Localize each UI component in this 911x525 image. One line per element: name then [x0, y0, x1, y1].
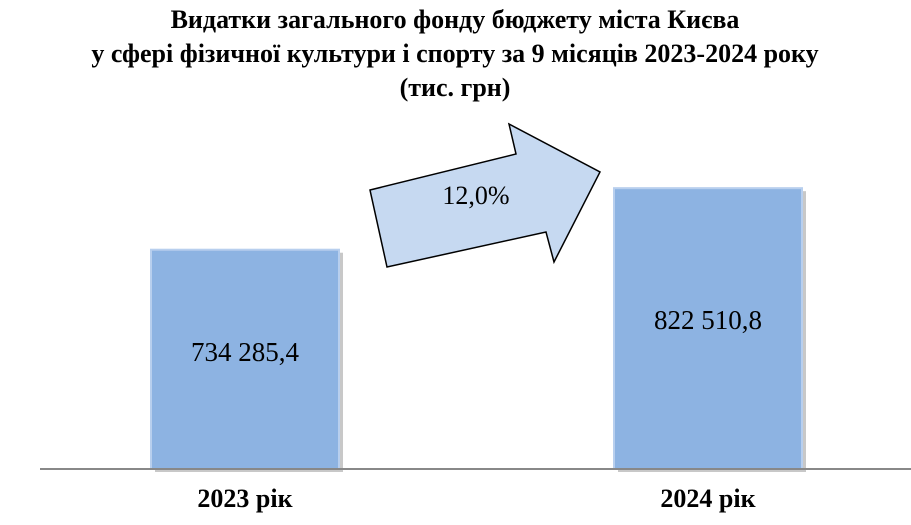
chart-title: у сфері фізичної культури і спорту за 9 …	[91, 39, 818, 68]
bar	[150, 248, 340, 470]
bar	[613, 187, 803, 471]
growth-arrow	[369, 122, 602, 268]
chart-title: Видатки загального фонду бюджету міста К…	[171, 5, 740, 34]
value-label: 734 285,4	[191, 337, 300, 367]
growth-label: 12,0%	[442, 181, 509, 210]
x-tick-label: 2024 рік	[660, 484, 755, 513]
x-tick-label: 2023 рік	[197, 484, 292, 513]
value-label: 822 510,8	[654, 305, 762, 335]
chart-title: (тис. грн)	[400, 73, 511, 102]
